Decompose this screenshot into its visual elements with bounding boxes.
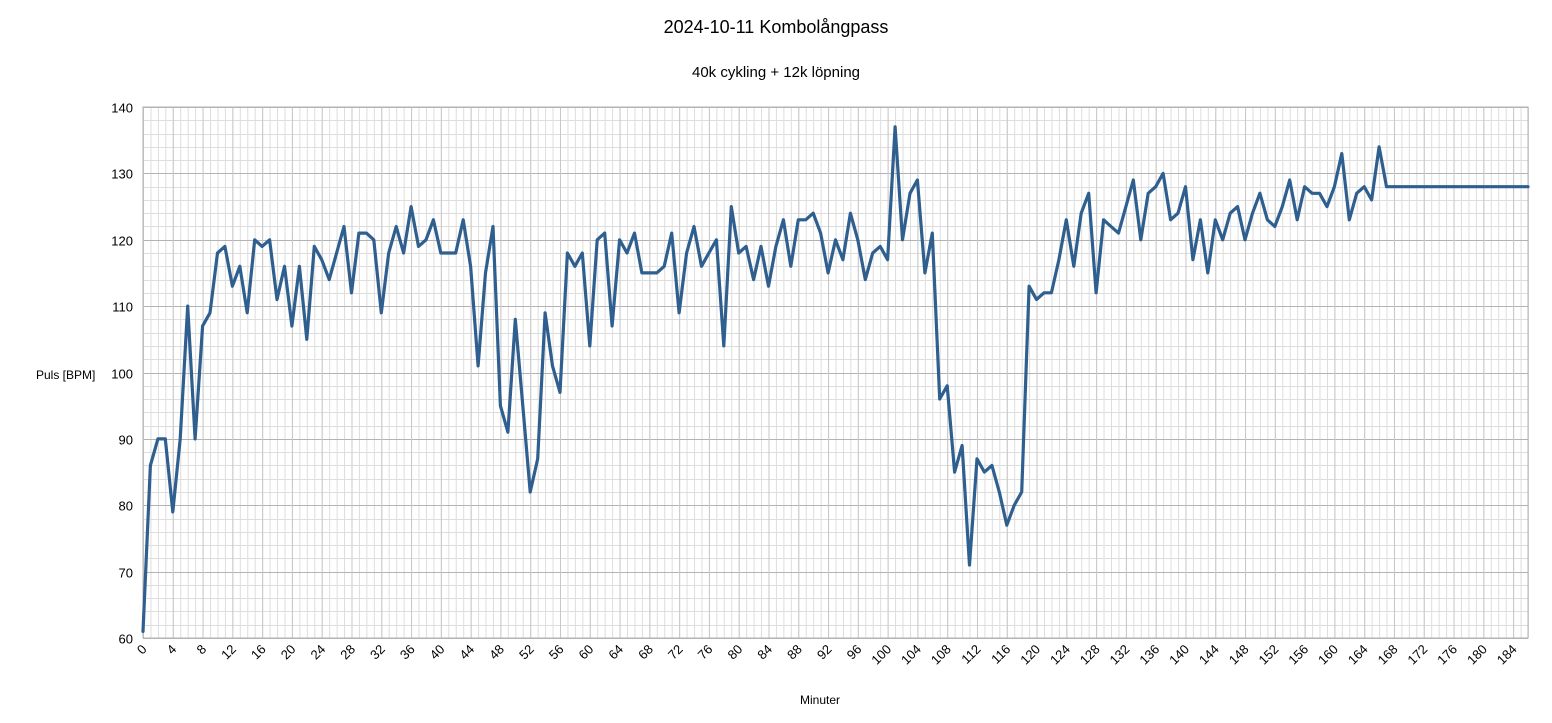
x-tick-label: 164 [1345,642,1371,668]
x-tick-label: 96 [844,642,865,663]
heart-rate-line [141,125,1530,633]
x-tick-label: 116 [988,642,1013,667]
y-tick-label: 80 [119,499,133,514]
x-tick-label: 48 [486,642,507,663]
y-tick-label: 130 [111,167,133,182]
x-tick-label: 132 [1107,642,1133,668]
series-group [141,125,1530,633]
x-tick-label: 108 [928,642,954,668]
y-tick-label: 70 [119,566,133,581]
major-gridlines [143,107,1528,639]
x-tick-label: 128 [1077,642,1103,668]
x-tick-label: 148 [1226,642,1252,668]
y-tick-label: 110 [112,300,133,315]
x-tick-label: 112 [958,642,983,667]
x-tick-label: 0 [134,642,150,658]
x-tick-label: 176 [1434,642,1460,668]
x-tick-label: 92 [814,642,835,663]
x-tick-label: 180 [1464,642,1490,668]
x-tick-label: 136 [1136,642,1162,668]
x-tick-label: 84 [754,642,775,663]
y-tick-label: 140 [111,101,133,116]
x-tick-label: 184 [1494,642,1520,668]
x-tick-label: 120 [1017,642,1043,668]
x-tick-label: 28 [337,642,358,663]
x-tick-label: 4 [164,642,180,658]
x-tick-label: 32 [367,642,388,663]
x-tick-label: 152 [1255,642,1281,668]
x-tick-label: 156 [1285,642,1311,668]
x-tick-label: 56 [546,642,567,663]
x-tick-label: 40 [427,642,448,663]
y-axis-label: Puls [BPM] [36,368,96,382]
chart-title: 2024-10-11 Kombolångpass [663,17,889,37]
y-tick-label: 120 [111,234,133,249]
y-tick-label: 60 [119,632,133,647]
x-tick-label: 100 [868,642,894,668]
minor-gridlines [143,107,1529,639]
x-tick-label: 124 [1047,642,1073,668]
x-tick-label: 104 [898,642,924,668]
chart-subtitle: 40k cykling + 12k löpning [691,64,861,81]
x-tick-label: 68 [635,642,656,663]
x-tick-labels: 0 4 8 12 16 20 24 28 32 36 40 44 48 52 56 60 64 68 72 76 80 8… [134,642,1520,668]
x-tick-label: 160 [1315,642,1341,668]
x-tick-label: 60 [576,642,597,663]
x-tick-label: 20 [278,642,299,663]
x-tick-label: 172 [1404,642,1430,668]
x-axis-label: Minuter [799,693,840,707]
x-tick-label: 8 [193,642,209,658]
y-tick-label: 90 [119,433,133,448]
x-tick-label: 24 [307,642,328,663]
y-tick-label: 100 [111,367,133,382]
x-tick-label: 64 [605,642,626,663]
x-tick-label: 44 [456,642,477,663]
x-tick-label: 16 [248,642,269,663]
x-tick-label: 52 [516,642,537,663]
x-tick-label: 12 [218,642,239,663]
x-tick-label: 36 [397,642,418,663]
x-tick-label: 144 [1196,642,1222,668]
x-tick-label: 140 [1166,642,1192,668]
x-tick-label: 168 [1375,642,1401,668]
plot-area-frame [142,106,1529,639]
x-tick-label: 76 [695,642,716,663]
y-tick-labels: 60 70 80 90 100 110 120 130 140 [111,101,133,647]
x-tick-label: 88 [784,642,805,663]
x-tick-label: 72 [665,642,686,663]
x-tick-label: 80 [724,642,745,663]
